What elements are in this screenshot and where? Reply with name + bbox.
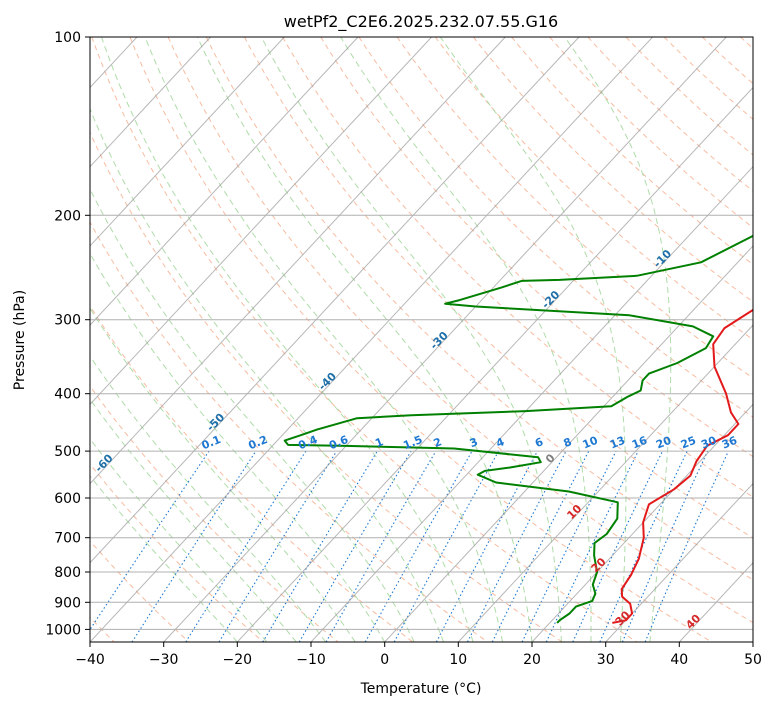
- mixing-ratio-line: [621, 450, 709, 642]
- isotherm-line: [90, 37, 285, 247]
- dry-adiabat-line: [90, 304, 414, 642]
- moist-adiabats: [90, 37, 672, 642]
- dry-adiabat-line: [244, 37, 753, 539]
- mixing-ratio-line: [218, 450, 338, 642]
- dry-adiabat-line: [358, 37, 753, 418]
- y-tick-label: 400: [54, 387, 81, 403]
- mixing-ratio-label: 25: [679, 434, 698, 452]
- mixing-ratio-label: 3: [468, 435, 480, 450]
- mixing-ratio-line: [90, 450, 210, 631]
- moist-adiabat-line: [564, 37, 672, 642]
- moist-adiabat-line: [90, 307, 356, 642]
- dewpoint-profile-line: [283, 234, 753, 624]
- dry-adiabat-line: [129, 37, 712, 642]
- x-tick-label: 40: [670, 652, 688, 668]
- moist-adiabat-line: [90, 355, 327, 642]
- y-tick-label: 1000: [45, 622, 81, 638]
- mixing-ratio-line: [364, 450, 473, 642]
- dry-adiabat-line: [90, 385, 339, 642]
- mixing-ratio-line: [131, 450, 257, 642]
- mixing-ratio-label: 8: [562, 435, 574, 450]
- isotherm-line: [163, 37, 727, 642]
- dry-adiabat-line: [91, 37, 638, 642]
- y-tick-label: 800: [54, 565, 81, 581]
- y-tick-label: 700: [54, 531, 81, 547]
- isotherm-line: [90, 37, 211, 168]
- y-tick-label: 500: [54, 444, 81, 460]
- y-axis-label: Pressure (hPa): [12, 290, 28, 390]
- x-axis-ticks: −40 −30 −20 −10 0 10 20 30 40 50: [75, 642, 762, 668]
- moist-adiabat-line: [340, 37, 592, 642]
- temperature-profile-line: [612, 308, 753, 624]
- isotherm-line: [457, 324, 753, 642]
- x-axis-label: Temperature (°C): [360, 681, 482, 697]
- x-tick-label: −30: [149, 652, 179, 668]
- mixing-ratio-label: 13: [608, 434, 627, 452]
- dry-adiabat-line: [90, 131, 563, 642]
- isotherm-line: [531, 403, 753, 642]
- y-tick-label: 100: [54, 30, 81, 46]
- x-tick-label: −20: [223, 652, 253, 668]
- plot-area: -100-90-80-70-60-50-40-30-20-10010203040…: [90, 37, 753, 642]
- isotherm-line: [90, 37, 653, 642]
- y-axis-ticks: 100 200 300 400 500 600 700 800 900 1000: [45, 30, 90, 638]
- mixing-ratio-label: 20: [654, 434, 673, 452]
- dry-adiabat-line: [167, 37, 753, 624]
- y-tick-label: 900: [54, 595, 81, 611]
- isotherm-line: [90, 37, 359, 326]
- mixing-ratio-label: 36: [720, 434, 739, 452]
- pressure-gridlines: [90, 37, 753, 630]
- moist-adiabat-line: [90, 107, 445, 642]
- moist-adiabat-line: [90, 398, 297, 642]
- mixing-ratio-line: [185, 450, 307, 642]
- x-tick-label: 20: [523, 652, 541, 668]
- isotherm-line: [384, 245, 753, 642]
- x-tick-label: 30: [597, 652, 615, 668]
- mixing-ratio-line: [521, 450, 617, 642]
- x-tick-label: −10: [296, 652, 326, 668]
- y-tick-label: 200: [54, 208, 81, 224]
- x-tick-label: 50: [744, 652, 762, 668]
- moist-adiabat-line: [90, 252, 386, 642]
- moist-adiabat-line: [260, 37, 562, 642]
- isotherms: [90, 37, 753, 642]
- isotherm-line: [605, 482, 753, 642]
- dry-adiabat-line: [511, 37, 753, 266]
- x-tick-label: 0: [380, 652, 389, 668]
- dry-adiabat-line: [396, 37, 753, 379]
- moist-adiabat-line: [197, 37, 533, 642]
- isotherm-line: [310, 165, 753, 642]
- mixing-ratio-label: 1: [373, 435, 385, 450]
- y-tick-label: 600: [54, 491, 81, 507]
- mixing-ratio-line: [491, 450, 590, 642]
- x-tick-label: −40: [75, 652, 105, 668]
- plot-frame: [89, 36, 754, 643]
- moist-adiabat-line: [101, 37, 474, 642]
- chart-title: wetPf2_C2E6.2025.232.07.55.G16: [284, 12, 558, 32]
- y-tick-label: 300: [54, 313, 81, 329]
- moist-adiabat-line: [90, 187, 415, 642]
- dry-adiabat-line: [205, 37, 753, 581]
- isotherm-line: [90, 37, 506, 485]
- mixing-ratio-line: [435, 450, 538, 642]
- mixing-ratio-line: [393, 450, 500, 642]
- x-tick-label: 10: [449, 652, 467, 668]
- isotherm-line: [236, 86, 753, 642]
- moist-adiabat-line: [144, 37, 503, 642]
- mixing-ratio-label: 30: [699, 434, 718, 452]
- dry-adiabat-line: [625, 37, 753, 156]
- mixing-ratio-label: 10: [581, 434, 600, 452]
- mixing-ratio-label: 2: [432, 435, 444, 450]
- dry-adiabat-line: [282, 37, 753, 498]
- isotherm-line: [90, 37, 580, 564]
- isotherm-line: [90, 37, 432, 406]
- moist-adiabat-line: [439, 37, 627, 642]
- mixing-ratio-label: 16: [630, 434, 649, 452]
- sounding-profiles: [283, 234, 753, 624]
